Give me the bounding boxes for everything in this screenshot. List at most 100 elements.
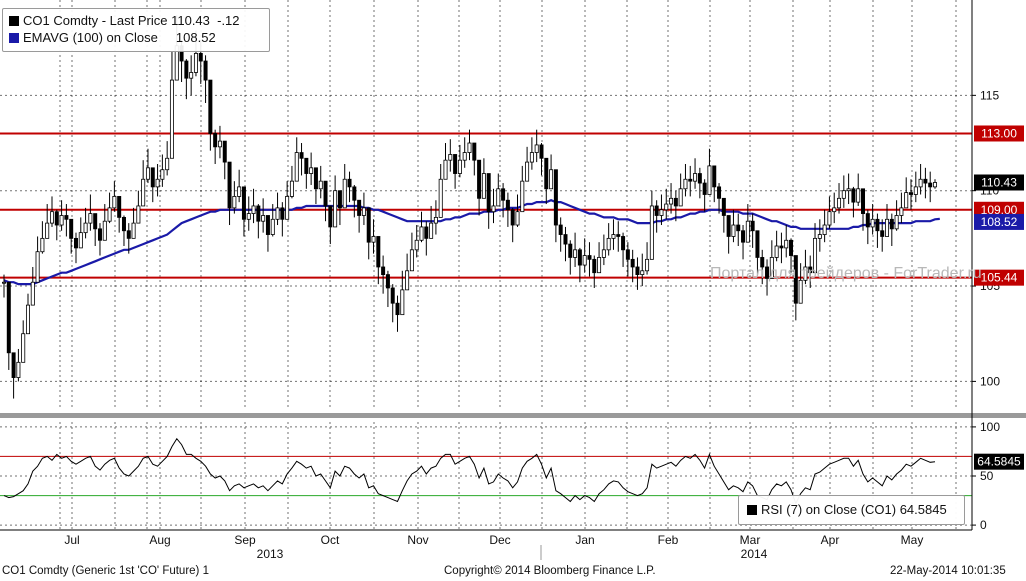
candle-body: [299, 152, 304, 159]
candle-body: [889, 218, 894, 230]
candle-body: [313, 167, 318, 190]
candle-body: [611, 234, 616, 239]
horizontal-levels: [0, 132, 972, 279]
x-tick-label: Dec: [489, 533, 510, 547]
candle-body: [184, 60, 189, 79]
candle-body: [294, 152, 299, 182]
candle-body: [587, 255, 592, 260]
candle-body: [457, 159, 462, 174]
candle-body: [573, 249, 578, 258]
candle-body: [25, 304, 30, 335]
y-tick-label: 100: [980, 374, 1000, 388]
candle-body: [904, 192, 909, 209]
candlesticks: [2, 15, 938, 399]
candle-body: [750, 220, 755, 232]
candle-body: [688, 178, 693, 182]
candle-body: [601, 249, 606, 258]
last-price-tag: [974, 174, 1024, 191]
candle-body: [222, 140, 227, 163]
candle-body: [649, 205, 654, 260]
candle-body: [35, 251, 40, 283]
candle-body: [352, 186, 357, 201]
candle-body: [438, 178, 443, 218]
candle-body: [645, 258, 650, 272]
candle-body: [304, 157, 309, 174]
candle-body: [544, 157, 549, 190]
candle-body: [913, 186, 918, 195]
candle-body: [525, 161, 530, 182]
candle-body: [429, 222, 434, 239]
candle-body: [390, 287, 395, 304]
x-tick-label: Sep: [234, 533, 256, 547]
candle-body: [736, 224, 741, 232]
legend-ema-label: EMAVG (100) on Close 108.52: [23, 30, 216, 45]
candle-body: [592, 258, 597, 274]
price-swatch-icon: [9, 16, 19, 26]
candle-body: [453, 154, 458, 174]
candle-body: [841, 190, 846, 199]
candle-body: [6, 281, 11, 354]
candle-body: [765, 266, 770, 279]
candle-body: [832, 207, 837, 213]
candle-body: [870, 218, 875, 228]
candle-body: [145, 167, 150, 180]
rsi-y-tick-label: 0: [980, 518, 987, 532]
ema-series: [3, 199, 940, 286]
candle-body: [126, 230, 131, 239]
level-tag: [974, 269, 1024, 286]
candle-body: [193, 52, 198, 73]
candle-body: [69, 218, 74, 239]
footer-right: 22-May-2014 10:01:35: [890, 565, 1006, 577]
candle-body: [472, 142, 477, 161]
candle-body: [117, 196, 122, 218]
candle-body: [333, 190, 338, 228]
candle-body: [731, 224, 736, 237]
candle-body: [102, 220, 107, 241]
candle-body: [491, 205, 496, 213]
candle-body: [73, 237, 78, 249]
candle-body: [289, 180, 294, 197]
candle-body: [697, 173, 702, 184]
candle-body: [251, 205, 256, 214]
rsi-legend-label: RSI (7) on Close (CO1) 64.5845: [761, 502, 947, 517]
candle-body: [659, 209, 664, 216]
candle-body: [558, 224, 563, 235]
level-tag-label: 113.00: [981, 126, 1017, 140]
candle-body: [707, 165, 712, 195]
candle-body: [376, 236, 381, 268]
candle-body: [563, 234, 568, 245]
candle-body: [875, 218, 880, 232]
candle-body: [712, 165, 717, 188]
candle-body: [237, 186, 242, 197]
level-tag: [974, 201, 1024, 218]
candle-body: [798, 279, 803, 304]
candle-body: [640, 270, 645, 276]
candle-body: [630, 258, 635, 268]
candle-body: [534, 144, 539, 153]
candle-body: [232, 196, 237, 209]
candle-body: [486, 173, 491, 213]
rsi-series: [3, 437, 936, 505]
candle-body: [227, 161, 232, 209]
candle-body: [669, 197, 674, 205]
candle-body: [577, 249, 582, 266]
candle-body: [16, 361, 21, 378]
candle-body: [721, 197, 726, 216]
candle-body: [894, 215, 899, 230]
candle-body: [361, 207, 366, 216]
candle-body: [822, 224, 827, 235]
ema-tag-label: 108.52: [981, 215, 1018, 229]
candle-body: [616, 234, 621, 237]
legend-price: CO1 Comdty - Last Price 110.43 -.12: [9, 12, 240, 29]
candle-body: [165, 157, 170, 171]
candle-body: [726, 215, 731, 237]
candle-body: [433, 216, 438, 224]
candle-body: [481, 173, 486, 199]
candle-body: [813, 237, 818, 274]
candle-body: [285, 196, 290, 220]
rsi-line: [3, 437, 936, 505]
candle-body: [496, 188, 501, 207]
candle-body: [49, 211, 54, 224]
candle-body: [419, 226, 424, 241]
candle-body: [309, 167, 314, 174]
